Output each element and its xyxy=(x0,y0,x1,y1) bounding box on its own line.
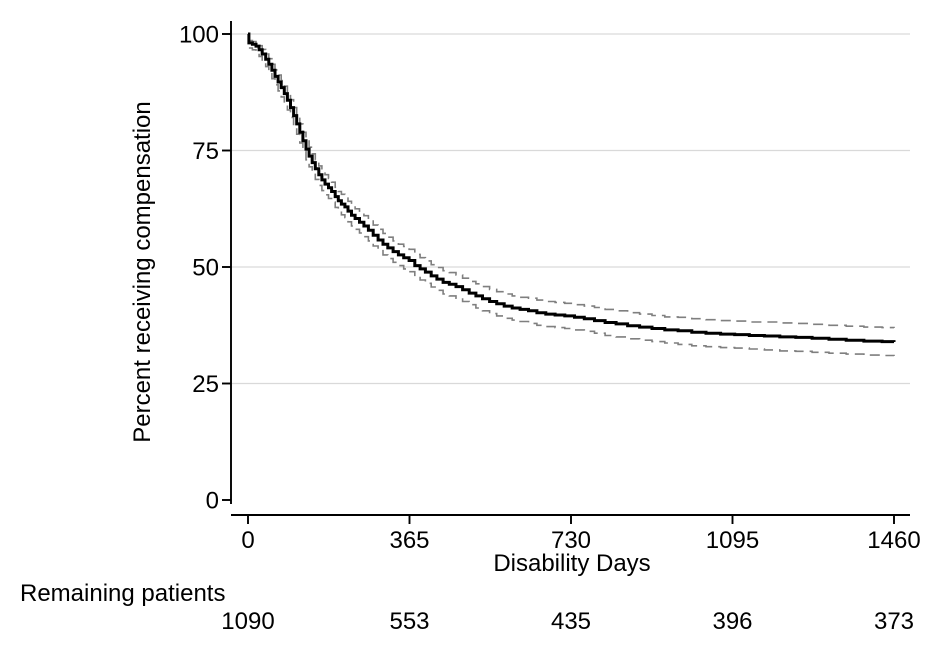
risk-table-values: 1090 553 435 396 373 xyxy=(221,608,914,635)
95-ci-upper-line xyxy=(248,39,895,329)
data-series xyxy=(247,32,896,357)
y-tick-labels: 0 25 50 75 100 xyxy=(179,22,219,515)
y-tick-label-0: 0 xyxy=(206,488,219,515)
x-tick-label-365: 365 xyxy=(389,527,429,554)
y-tick-label-100: 100 xyxy=(179,22,219,49)
x-tick-label-730: 730 xyxy=(551,527,591,554)
y-axis-title: Percent receiving compensation xyxy=(129,101,156,443)
risk-value-365: 553 xyxy=(389,608,429,635)
x-tick-label-1095: 1095 xyxy=(706,527,759,554)
x-tick-labels: 0 365 730 1095 1460 xyxy=(241,527,920,554)
y-tick-label-25: 25 xyxy=(192,371,219,398)
y-tick-label-50: 50 xyxy=(192,255,219,282)
x-tick-label-1460: 1460 xyxy=(867,527,920,554)
risk-value-1460: 373 xyxy=(874,608,914,635)
x-tick-label-0: 0 xyxy=(241,527,254,554)
risk-value-730: 435 xyxy=(551,608,591,635)
risk-value-1095: 396 xyxy=(712,608,752,635)
95-ci-lower-line xyxy=(248,47,895,357)
gridlines xyxy=(232,33,910,385)
risk-value-0: 1090 xyxy=(221,608,274,635)
km-estimate-line xyxy=(247,32,896,344)
risk-table-label: Remaining patients xyxy=(20,580,225,607)
x-axis-title: Disability Days xyxy=(493,550,650,577)
axes xyxy=(222,21,910,524)
y-tick-label-75: 75 xyxy=(192,138,219,165)
